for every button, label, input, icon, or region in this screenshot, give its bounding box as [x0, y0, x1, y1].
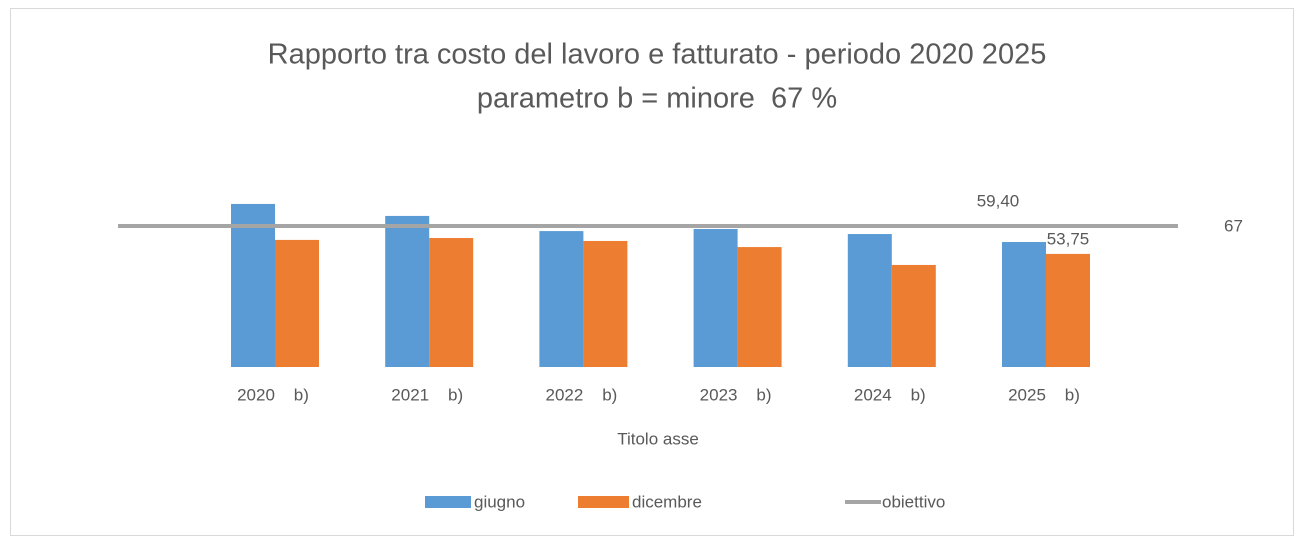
x-tick-label: 2025 b)	[1008, 385, 1080, 404]
legend-label: giugno	[474, 492, 525, 511]
x-tick-label: 2024 b)	[854, 385, 926, 404]
data-label: 67	[1224, 217, 1243, 236]
x-tick-label: 2021 b)	[391, 385, 463, 404]
chart-subtitle: parametro b = minore 67 %	[477, 83, 837, 115]
x-axis-label: Titolo asse	[617, 429, 699, 448]
bar	[847, 234, 892, 367]
bar	[693, 228, 738, 367]
bar	[737, 247, 782, 367]
bar	[231, 203, 275, 367]
bar	[891, 264, 936, 367]
x-tick-label: 2022 b)	[545, 385, 617, 404]
legend-label: dicembre	[632, 492, 702, 511]
data-label: 53,75	[1047, 229, 1090, 248]
bar	[429, 238, 474, 367]
data-label: 59,40	[977, 192, 1020, 211]
bar	[1002, 242, 1046, 367]
x-tick-label: 2020 b)	[237, 385, 309, 404]
bar	[583, 240, 628, 367]
chart-title: Rapporto tra costo del lavoro e fatturat…	[268, 39, 1047, 71]
bar	[539, 231, 584, 367]
legend-swatch	[425, 496, 471, 508]
bar	[1046, 253, 1090, 367]
x-tick-label: 2023 b)	[700, 385, 772, 404]
legend-label: obiettivo	[882, 492, 945, 511]
bar	[275, 239, 319, 367]
legend-swatch	[578, 496, 629, 508]
bar	[385, 215, 430, 367]
